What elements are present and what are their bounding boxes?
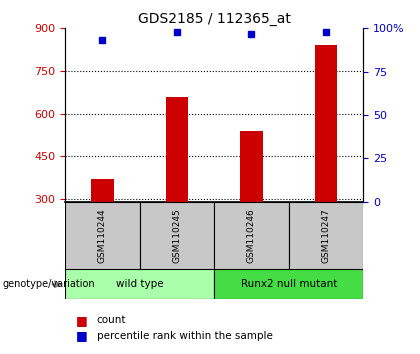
Text: Runx2 null mutant: Runx2 null mutant (241, 279, 337, 289)
Bar (214, 269, 363, 299)
Text: ■: ■ (76, 314, 87, 327)
Bar (139, 202, 214, 269)
Text: GSM110244: GSM110244 (98, 208, 107, 263)
Bar (65, 269, 214, 299)
Bar (91, 179, 113, 202)
Text: GSM110246: GSM110246 (247, 208, 256, 263)
Bar (315, 45, 337, 202)
Title: GDS2185 / 112365_at: GDS2185 / 112365_at (138, 12, 291, 26)
Text: percentile rank within the sample: percentile rank within the sample (97, 331, 273, 341)
Text: wild type: wild type (116, 279, 163, 289)
Bar (240, 131, 262, 202)
Text: genotype/variation: genotype/variation (2, 279, 95, 289)
Text: ■: ■ (76, 329, 87, 342)
Bar (65, 202, 139, 269)
Bar (289, 202, 363, 269)
Bar (166, 97, 188, 202)
Text: count: count (97, 315, 126, 325)
Bar (214, 202, 289, 269)
Text: GSM110247: GSM110247 (322, 208, 331, 263)
Text: GSM110245: GSM110245 (173, 208, 181, 263)
